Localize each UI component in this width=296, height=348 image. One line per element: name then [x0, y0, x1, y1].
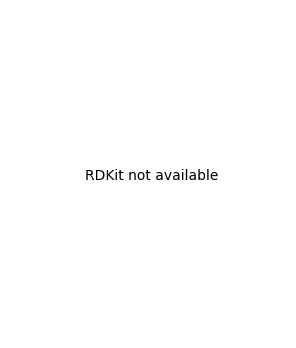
Text: RDKit not available: RDKit not available [85, 169, 218, 183]
